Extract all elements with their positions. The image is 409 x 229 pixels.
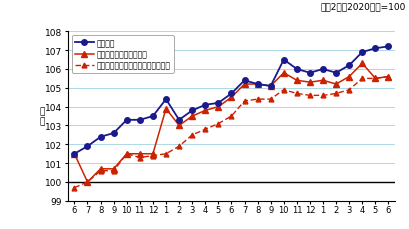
総合指数	[176, 119, 181, 122]
生鮮食品を除く総合指数	[359, 63, 364, 65]
生鮮食品を除く総合指数	[111, 168, 116, 170]
生鮮食品及びエネルギーを除く総合	[359, 78, 364, 80]
Line: 生鮮食品を除く総合指数: 生鮮食品を除く総合指数	[72, 61, 390, 185]
総合指数	[241, 79, 246, 82]
生鮮食品を除く総合指数	[150, 153, 155, 155]
生鮮食品を除く総合指数	[163, 108, 168, 110]
総合指数	[137, 119, 142, 122]
生鮮食品及びエネルギーを除く総合	[254, 98, 259, 101]
生鮮食品を除く総合指数	[202, 109, 207, 112]
総合指数	[320, 68, 325, 71]
総合指数	[189, 109, 194, 112]
総合指数	[85, 145, 90, 148]
総合指数	[333, 72, 338, 75]
生鮮食品及びエネルギーを除く総合	[124, 153, 129, 155]
総合指数	[72, 153, 76, 155]
生鮮食品を除く総合指数	[124, 153, 129, 155]
生鮮食品を除く総合指数	[137, 153, 142, 155]
生鮮食品及びエネルギーを除く総合	[320, 95, 325, 97]
生鮮食品を除く総合指数	[307, 82, 312, 84]
生鮮食品及びエネルギーを除く総合	[98, 169, 103, 172]
生鮮食品を除く総合指数	[281, 72, 285, 75]
生鮮食品を除く総合指数	[241, 83, 246, 86]
生鮮食品及びエネルギーを除く総合	[85, 181, 90, 184]
生鮮食品及びエネルギーを除く総合	[176, 145, 181, 148]
生鮮食品を除く総合指数	[294, 79, 299, 82]
生鮮食品及びエネルギーを除く総合	[137, 156, 142, 159]
生鮮食品及びエネルギーを除く総合	[189, 134, 194, 137]
生鮮食品及びエネルギーを除く総合	[346, 89, 351, 92]
生鮮食品を除く総合指数	[333, 83, 338, 86]
生鮮食品及びエネルギーを除く総合	[163, 153, 168, 155]
総合指数	[307, 72, 312, 75]
生鮮食品を除く総合指数	[216, 106, 220, 109]
総合指数	[202, 104, 207, 107]
生鮮食品を除く総合指数	[189, 115, 194, 118]
総合指数	[385, 46, 390, 49]
生鮮食品を除く総合指数	[98, 168, 103, 170]
生鮮食品及びエネルギーを除く総合	[202, 128, 207, 131]
Legend: 総合指数, 生鮮食品を除く総合指数, 生鮮食品及びエネルギーを除く総合: 総合指数, 生鮮食品を除く総合指数, 生鮮食品及びエネルギーを除く総合	[72, 36, 173, 74]
総合指数	[163, 98, 168, 101]
総合指数	[267, 85, 272, 88]
生鮮食品及びエネルギーを除く総合	[307, 95, 312, 97]
生鮮食品を除く総合指数	[176, 125, 181, 127]
総合指数	[216, 102, 220, 105]
生鮮食品及びエネルギーを除く総合	[385, 76, 390, 79]
生鮮食品を除く総合指数	[372, 78, 377, 80]
Line: 生鮮食品及びエネルギーを除く総合: 生鮮食品及びエネルギーを除く総合	[72, 75, 390, 190]
総合指数	[111, 132, 116, 135]
総合指数	[228, 93, 233, 95]
Line: 総合指数: 総合指数	[72, 44, 390, 157]
生鮮食品を除く総合指数	[72, 153, 76, 155]
生鮮食品及びエネルギーを除く総合	[294, 93, 299, 95]
生鮮食品及びエネルギーを除く総合	[241, 100, 246, 103]
生鮮食品及びエネルギーを除く総合	[150, 155, 155, 157]
生鮮食品を除く総合指数	[320, 79, 325, 82]
総合指数	[359, 52, 364, 54]
生鮮食品を除く総合指数	[346, 76, 351, 79]
生鮮食品及びエネルギーを除く総合	[72, 186, 76, 189]
総合指数	[150, 115, 155, 118]
生鮮食品を除く総合指数	[385, 76, 390, 79]
生鮮食品及びエネルギーを除く総合	[281, 89, 285, 92]
生鮮食品を除く総合指数	[254, 83, 259, 86]
生鮮食品及びエネルギーを除く総合	[228, 115, 233, 118]
総合指数	[346, 65, 351, 67]
生鮮食品及びエネルギーを除く総合	[333, 93, 338, 95]
Text: 令和2年（2020年）=100: 令和2年（2020年）=100	[320, 2, 405, 11]
総合指数	[124, 119, 129, 122]
生鮮食品を除く総合指数	[267, 85, 272, 88]
総合指数	[281, 59, 285, 62]
総合指数	[254, 83, 259, 86]
生鮮食品及びエネルギーを除く総合	[267, 98, 272, 101]
総合指数	[372, 48, 377, 50]
総合指数	[98, 136, 103, 139]
Y-axis label: 指
数: 指 数	[40, 107, 45, 126]
生鮮食品及びエネルギーを除く総合	[111, 169, 116, 172]
生鮮食品を除く総合指数	[228, 96, 233, 99]
生鮮食品を除く総合指数	[85, 181, 90, 184]
総合指数	[294, 68, 299, 71]
生鮮食品及びエネルギーを除く総合	[216, 123, 220, 125]
生鮮食品及びエネルギーを除く総合	[372, 78, 377, 80]
